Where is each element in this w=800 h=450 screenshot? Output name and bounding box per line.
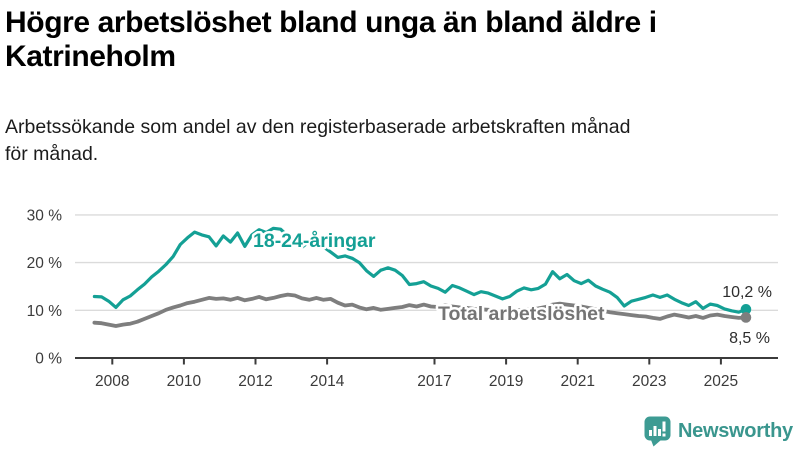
x-axis-label-2025: 2025 — [704, 373, 738, 390]
x-axis-label-2010: 2010 — [167, 373, 202, 390]
end-value-label-young: 10,2 % — [722, 284, 772, 301]
chart-subtitle: Arbetssökande som andel av den registerb… — [5, 114, 630, 168]
brand-footer: Newsworthy — [644, 416, 793, 447]
series-line-young — [92, 226, 748, 314]
y-axis-label-10: 10 % — [27, 303, 63, 320]
series-label-young: 18-24-åringar — [253, 229, 376, 252]
x-axis-label-2023: 2023 — [632, 373, 666, 390]
brand-name: Newsworthy — [678, 420, 793, 442]
y-axis-label-20: 20 % — [27, 255, 63, 272]
y-axis-label-30: 30 % — [27, 207, 63, 224]
chart-subtitle-line-2: för månad. — [5, 143, 99, 165]
x-axis-label-2008: 2008 — [95, 373, 129, 390]
x-axis-label-2014: 2014 — [310, 373, 345, 390]
chart-title-line-2: Katrineholm — [5, 40, 176, 73]
chart-title: Högre arbetslöshet bland unga än bland ä… — [5, 0, 797, 74]
x-axis-label-2021: 2021 — [560, 373, 594, 390]
end-value-label-total: 8,5 % — [729, 330, 770, 347]
chart-header: Högre arbetslöshet bland unga än bland ä… — [5, 0, 797, 165]
x-axis-label-2012: 2012 — [238, 373, 272, 390]
x-axis-label-2019: 2019 — [489, 373, 523, 390]
chart-title-line-1: Högre arbetslöshet bland unga än bland ä… — [5, 6, 657, 39]
y-axis-label-0: 0 % — [35, 351, 62, 368]
series-line-total — [92, 292, 748, 328]
newsworthy-logo-icon — [644, 416, 671, 447]
end-dot-young — [740, 304, 752, 315]
end-dot-total — [740, 312, 752, 323]
chart-subtitle-line-1: Arbetssökande som andel av den registerb… — [5, 116, 631, 138]
series-label-total: Total arbetslöshet — [438, 303, 605, 325]
x-axis-label-2017: 2017 — [417, 373, 451, 390]
